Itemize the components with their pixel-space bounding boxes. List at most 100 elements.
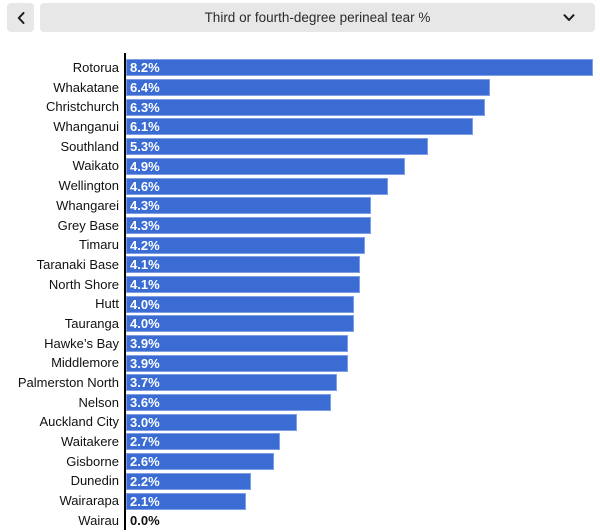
bar[interactable] — [126, 98, 485, 116]
bar[interactable] — [126, 472, 252, 490]
bar-area: 0.0% — [126, 511, 593, 531]
bar[interactable] — [126, 374, 337, 392]
category-label: Timaru — [79, 237, 119, 253]
bar-area: 3.7% — [126, 373, 593, 393]
bar-area: 2.2% — [126, 471, 593, 491]
category-label: Hawke’s Bay — [44, 335, 119, 351]
chart-row: North Shore 4.1% — [0, 275, 600, 295]
toolbar: Third or fourth-degree perineal tear % — [0, 3, 600, 32]
chart-row: Timaru 4.2% — [0, 235, 600, 255]
category-label: Gisborne — [66, 453, 119, 469]
category-label: Rotorua — [72, 60, 119, 75]
bar-area: 6.1% — [126, 117, 593, 137]
value-label: 4.3% — [130, 198, 160, 214]
value-label: 4.6% — [130, 178, 160, 194]
bar[interactable] — [126, 256, 360, 274]
value-label: 2.6% — [130, 454, 160, 470]
value-label: 4.1% — [130, 276, 160, 292]
bar[interactable] — [126, 335, 349, 353]
bar[interactable] — [126, 157, 406, 175]
value-label: 4.0% — [130, 296, 160, 312]
chevron-down-icon — [563, 14, 575, 21]
chart-row: Wellington 4.6% — [0, 176, 600, 196]
bar[interactable] — [126, 138, 428, 156]
bar[interactable] — [126, 295, 354, 313]
chart-row: Auckland City 3.0% — [0, 412, 600, 432]
bar-area: 2.7% — [126, 432, 593, 452]
bar-area: 3.6% — [126, 393, 593, 413]
bar-area: 5.3% — [126, 137, 593, 157]
category-label: Waitakere — [60, 434, 119, 450]
chart-row: Wairau 0.0% — [0, 511, 600, 531]
category-label: Wairau — [78, 512, 119, 528]
category-label: Tauranga — [64, 315, 119, 331]
metric-dropdown[interactable]: Third or fourth-degree perineal tear % — [40, 3, 595, 32]
chart-row: Grey Base 4.3% — [0, 216, 600, 236]
category-label: Hutt — [95, 296, 119, 312]
bar[interactable] — [126, 197, 371, 215]
bar-area: 3.9% — [126, 353, 593, 373]
chart-row: Christchurch 6.3% — [0, 97, 600, 117]
back-button[interactable] — [7, 3, 34, 32]
category-label: Wairarapa — [59, 493, 119, 509]
value-label: 2.7% — [130, 434, 160, 450]
bar[interactable] — [126, 315, 354, 333]
chart-row: Rotorua 8.2% — [0, 58, 600, 78]
value-label: 4.2% — [130, 237, 160, 253]
chart-row: Middlemore 3.9% — [0, 353, 600, 373]
bar[interactable] — [126, 216, 371, 234]
category-label: Whanganui — [53, 119, 119, 135]
value-label: 8.2% — [130, 60, 160, 76]
value-label: 4.0% — [130, 316, 160, 332]
category-label: Middlemore — [51, 355, 119, 371]
chart-rows: Rotorua 8.2% Whakatane 6.4% Christchurch… — [0, 58, 600, 531]
value-label: 6.1% — [130, 119, 160, 135]
value-label: 3.6% — [130, 395, 160, 411]
chart-row: Tauranga 4.0% — [0, 314, 600, 334]
chart-row: Gisborne 2.6% — [0, 452, 600, 472]
chart-row: Whakatane 6.4% — [0, 78, 600, 98]
category-label: North Shore — [48, 276, 119, 292]
bar[interactable] — [126, 236, 366, 254]
category-label: Whangarei — [56, 197, 119, 213]
bar[interactable] — [126, 118, 474, 136]
chart-row: Waikato 4.9% — [0, 156, 600, 176]
bar-area: 3.0% — [126, 412, 593, 432]
value-label: 3.7% — [130, 375, 160, 391]
bar[interactable] — [126, 413, 297, 431]
chart-row: Dunedin 2.2% — [0, 471, 600, 491]
bar-area: 6.4% — [126, 78, 593, 98]
bar[interactable] — [126, 433, 280, 451]
bar[interactable] — [126, 354, 349, 372]
category-label: Nelson — [78, 394, 119, 410]
bar-area: 6.3% — [126, 97, 593, 117]
bar-area: 4.0% — [126, 294, 593, 314]
value-label: 0.0% — [130, 513, 160, 529]
chart-row: Hutt 4.0% — [0, 294, 600, 314]
category-label: Taranaki Base — [36, 256, 119, 272]
chart-row: Hawke’s Bay 3.9% — [0, 334, 600, 354]
value-label: 3.0% — [130, 414, 160, 430]
category-label: Christchurch — [46, 99, 119, 115]
bar[interactable] — [126, 79, 491, 97]
bar[interactable] — [126, 492, 246, 510]
chart-row: Wairarapa 2.1% — [0, 491, 600, 511]
bar[interactable] — [126, 59, 593, 77]
y-axis-line — [124, 53, 126, 530]
metric-dropdown-label: Third or fourth-degree perineal tear % — [204, 10, 431, 25]
chart-row: Taranaki Base 4.1% — [0, 255, 600, 275]
value-label: 4.3% — [130, 217, 160, 233]
category-label: Dunedin — [70, 473, 119, 489]
bar[interactable] — [126, 394, 332, 412]
bar-area: 2.1% — [126, 491, 593, 511]
bar-area: 4.2% — [126, 235, 593, 255]
chart-row: Waitakere 2.7% — [0, 432, 600, 452]
category-label: Southland — [60, 138, 119, 154]
bar[interactable] — [126, 275, 360, 293]
bar[interactable] — [126, 177, 388, 195]
bar[interactable] — [126, 453, 275, 471]
value-label: 6.3% — [130, 99, 160, 115]
bar-chart: Rotorua 8.2% Whakatane 6.4% Christchurch… — [0, 53, 600, 531]
bar-area: 4.3% — [126, 196, 593, 216]
category-label: Wellington — [58, 178, 119, 194]
